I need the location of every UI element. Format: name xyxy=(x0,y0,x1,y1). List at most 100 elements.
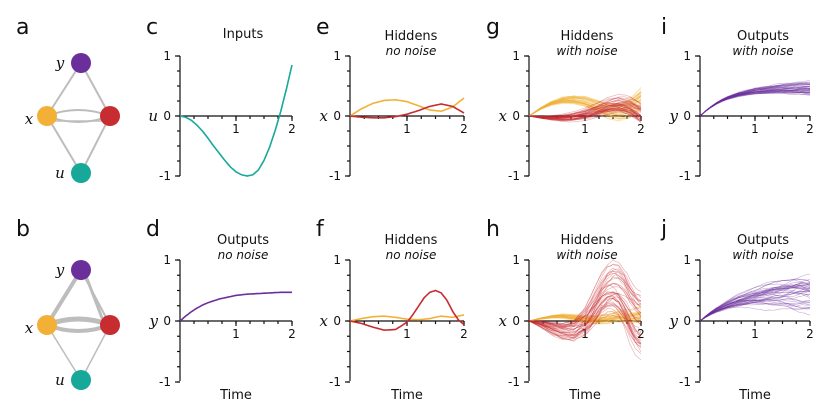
series-line-x2 xyxy=(349,103,465,119)
trajectory-x1 xyxy=(528,316,642,322)
trajectory-y xyxy=(699,273,811,322)
panel-letter-g: g xyxy=(486,15,500,40)
node-x2 xyxy=(100,315,120,335)
trajectory-x2 xyxy=(528,267,642,340)
trajectory-y xyxy=(699,278,811,322)
trajectory-y xyxy=(699,284,811,322)
trajectory-x2 xyxy=(528,107,642,120)
trajectory-x2 xyxy=(528,103,642,118)
trajectory-y xyxy=(699,86,811,117)
trajectory-x1 xyxy=(528,95,642,117)
y-tick-label: 1 xyxy=(333,253,341,267)
trajectory-x2 xyxy=(528,283,642,325)
trajectory-y xyxy=(699,300,811,322)
x-tick-label: 1 xyxy=(232,327,240,341)
trajectory-x1 xyxy=(528,313,642,322)
network-diagram-b: y x u xyxy=(25,260,120,390)
trajectory-x1 xyxy=(528,312,642,322)
y-tick-label: 0 xyxy=(512,109,520,123)
trajectory-y xyxy=(699,90,811,117)
panel-letter-h: h xyxy=(486,217,500,242)
chart-subtitle: no noise xyxy=(218,248,269,262)
x-tick-label: 1 xyxy=(751,327,759,341)
trajectory-x2 xyxy=(528,268,642,337)
trajectory-y xyxy=(699,85,811,117)
trajectory-x2 xyxy=(529,303,642,347)
trajectory-y xyxy=(699,291,811,322)
trajectory-x2 xyxy=(528,111,642,121)
panel-letter-b: b xyxy=(16,217,30,242)
trajectory-x2 xyxy=(528,315,642,348)
x-tick-label: 2 xyxy=(288,327,296,341)
panel-letter-j: j xyxy=(660,217,667,242)
trajectory-x1 xyxy=(528,312,642,324)
trajectory-y xyxy=(699,91,811,117)
trajectory-x2 xyxy=(528,101,642,120)
panel-letter-e: e xyxy=(316,15,330,40)
trajectory-x1 xyxy=(528,312,642,322)
trajectory-y xyxy=(699,86,811,117)
node-y xyxy=(71,260,91,280)
trajectory-x1 xyxy=(528,316,642,325)
trajectory-x1 xyxy=(528,100,642,119)
trajectory-x1 xyxy=(528,314,642,324)
trajectory-x2 xyxy=(528,108,642,122)
trajectory-x2 xyxy=(528,97,642,118)
trajectory-y xyxy=(699,283,811,322)
trajectory-y xyxy=(699,294,811,322)
node-label-x: x xyxy=(25,110,34,128)
series-line-x1 xyxy=(349,97,465,117)
trajectory-y xyxy=(699,86,811,117)
trajectory-x2 xyxy=(528,292,642,333)
trajectory-y xyxy=(699,282,811,322)
network-diagram-a: y x u xyxy=(25,53,120,183)
trajectory-x2 xyxy=(528,295,642,340)
x-tick-label: 2 xyxy=(460,122,468,136)
trajectory-y xyxy=(699,88,811,117)
trajectory-x1 xyxy=(528,306,642,322)
y-axis-label: y xyxy=(669,312,679,330)
trajectory-y xyxy=(699,87,811,117)
trajectory-y xyxy=(699,85,811,117)
node-u xyxy=(71,370,91,390)
x-axis-label: Time xyxy=(568,388,601,403)
chart-title: Hiddens xyxy=(561,233,614,248)
trajectory-x1 xyxy=(528,94,642,117)
y-tick-label: 0 xyxy=(163,314,171,328)
y-axis-label: x xyxy=(320,107,329,125)
trajectory-x1 xyxy=(528,95,642,117)
trajectory-x1 xyxy=(528,316,642,323)
x-tick-label: 2 xyxy=(806,327,814,341)
trajectory-x2 xyxy=(528,105,642,121)
y-tick-label: -1 xyxy=(508,169,520,183)
trajectory-x2 xyxy=(528,105,642,121)
trajectory-y xyxy=(699,306,811,322)
trajectory-x1 xyxy=(528,311,642,322)
trajectory-x2 xyxy=(528,296,642,341)
trajectory-x2 xyxy=(528,97,642,120)
trajectory-x2 xyxy=(528,301,642,349)
trajectory-x1 xyxy=(528,90,642,117)
y-tick-label: 1 xyxy=(683,49,691,63)
trajectory-y xyxy=(699,290,811,322)
trajectory-x2 xyxy=(528,99,642,118)
trajectory-y xyxy=(699,91,811,117)
panel-letter-c: c xyxy=(146,15,158,40)
edge-x-y xyxy=(45,268,83,327)
trajectory-x2 xyxy=(528,97,642,117)
trajectory-x1 xyxy=(528,316,642,324)
trajectory-x1 xyxy=(528,314,642,322)
trajectory-x2 xyxy=(528,103,642,117)
trajectory-x1 xyxy=(528,101,642,121)
trajectory-x2 xyxy=(528,105,642,118)
trajectory-y xyxy=(699,285,811,322)
trajectory-x1 xyxy=(528,315,642,322)
trajectory-y xyxy=(699,82,811,117)
trajectory-x1 xyxy=(528,99,642,118)
y-tick-label: -1 xyxy=(679,375,691,389)
trajectory-x2 xyxy=(528,296,642,338)
trajectory-x2 xyxy=(528,273,642,327)
x-tick-label: 2 xyxy=(288,122,296,136)
